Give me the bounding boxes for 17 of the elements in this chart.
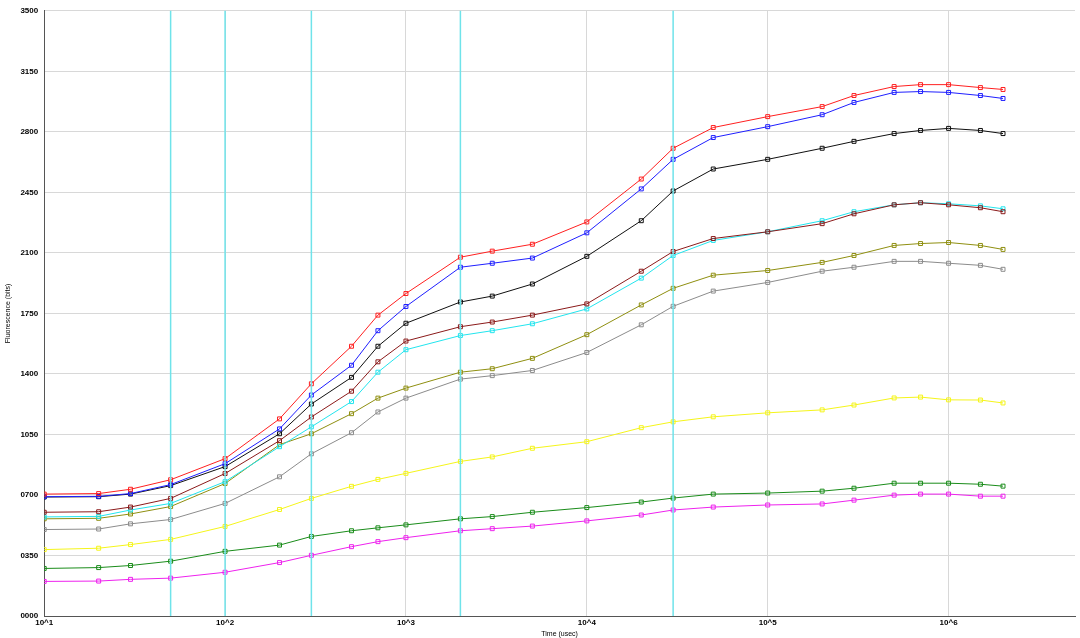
- x-tick-label: 10^6: [939, 618, 959, 627]
- y-tick-label: 2800: [20, 127, 39, 137]
- y-tick-label: 2450: [20, 187, 39, 197]
- y-tick-label: 3150: [20, 66, 39, 76]
- x-tick-label: 10^4: [577, 618, 597, 627]
- y-tick-label: 0350: [20, 550, 39, 560]
- y-tick-label: 2100: [20, 248, 39, 258]
- y-tick-label: 1750: [20, 308, 39, 318]
- x-tick-label: 10^3: [396, 618, 416, 627]
- y-tick-label: 1400: [20, 369, 39, 379]
- y-tick-label: 3500: [20, 6, 39, 15]
- x-tick-label: 10^2: [216, 618, 235, 627]
- y-tick-label: 0700: [20, 490, 39, 500]
- x-tick-label: 10^1: [35, 618, 54, 627]
- x-tick-label: 10^5: [758, 618, 778, 627]
- y-tick-label: 0000: [20, 611, 39, 621]
- y-tick-label: 1050: [20, 429, 39, 439]
